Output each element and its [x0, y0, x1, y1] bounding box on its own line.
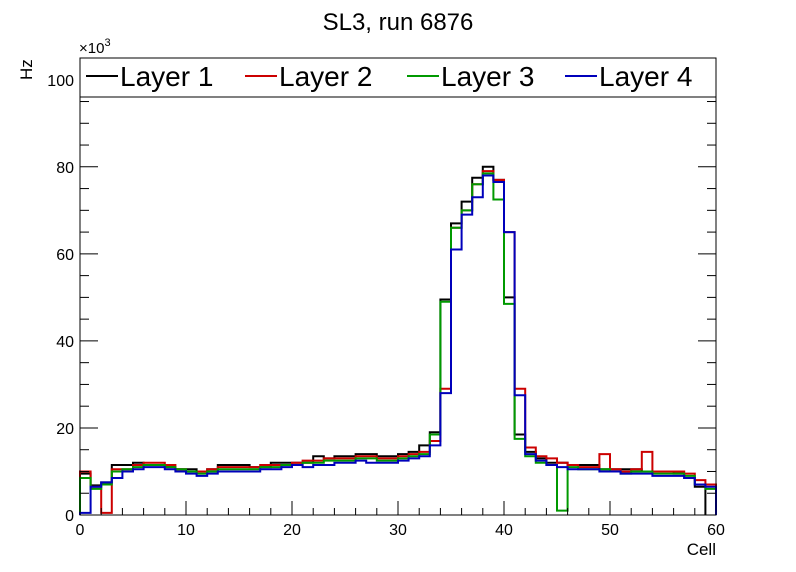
y-tick-label: 40: [56, 334, 74, 351]
y-tick-label: 60: [56, 247, 74, 264]
legend-box: [79, 57, 717, 98]
y-axis-exponent-base: ×10: [79, 40, 104, 57]
y-tick-label: 100: [47, 73, 74, 90]
x-tick-label: 0: [76, 522, 85, 539]
x-tick-label: 60: [707, 522, 725, 539]
x-tick-label: 40: [495, 522, 513, 539]
x-tick-label: 30: [389, 522, 407, 539]
legend-label-layer-1: Layer 1: [120, 61, 213, 92]
y-axis-exponent-power: 3: [104, 37, 110, 49]
y-tick-label: 20: [56, 421, 74, 438]
plot-frame: [79, 57, 717, 516]
y-tick-label: 80: [56, 160, 74, 177]
y-axis-exponent: ×103: [79, 37, 111, 57]
x-tick-label: 10: [177, 522, 195, 539]
legend-label-layer-4: Layer 4: [599, 61, 692, 92]
plot-area: 0 10 20 30 40 50 60 0 20 40 60 80 100 Layer 1 Layer 2 L…: [47, 57, 725, 539]
series-line-layer-4: [79, 174, 717, 515]
legend-label-layer-2: Layer 2: [279, 61, 372, 92]
x-tick-label: 50: [601, 522, 619, 539]
legend-label-layer-3: Layer 3: [441, 61, 534, 92]
x-axis-label: Cell: [687, 540, 716, 559]
chart-title: SL3, run 6876: [323, 9, 474, 36]
y-axis-label: Hz: [17, 59, 36, 80]
x-tick-label: 20: [283, 522, 301, 539]
series-line-layer-3: [79, 172, 717, 515]
y-tick-label: 0: [65, 508, 74, 525]
